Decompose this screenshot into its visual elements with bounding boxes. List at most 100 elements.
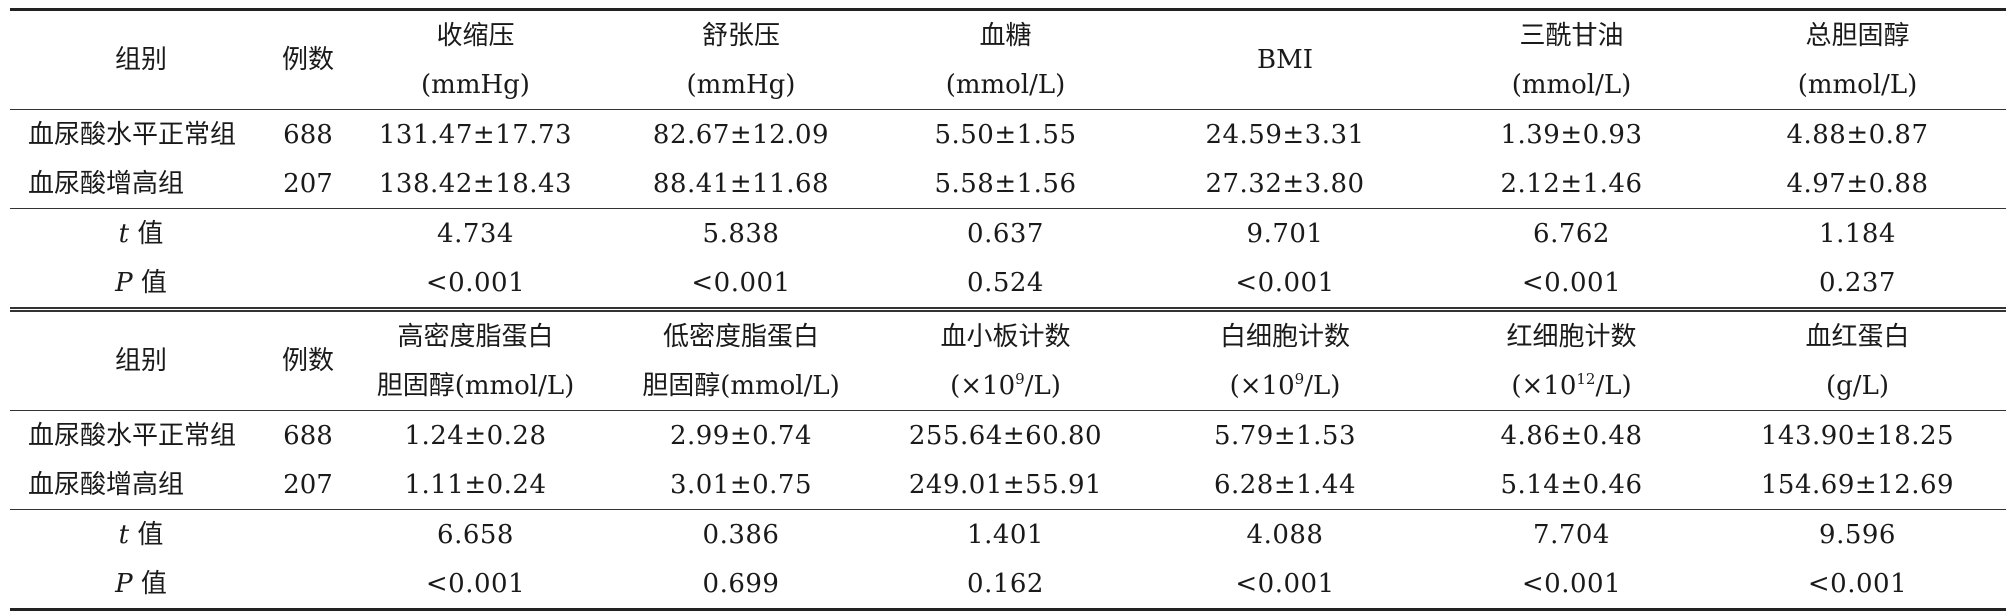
column-name: 舒张压 <box>607 8 875 60</box>
stat-value: 0.386 <box>607 509 875 559</box>
cell-value: 4.88±0.87 <box>1709 109 2006 159</box>
cell-value: 82.67±12.09 <box>607 109 875 159</box>
column-name: 总胆固醇 <box>1709 8 2006 60</box>
row-group: 血尿酸增高组 <box>28 469 185 500</box>
stat-value: 0.699 <box>607 559 875 611</box>
header-row-2a: 组别 例数 高密度脂蛋白 低密度脂蛋白 血小板计数 白细胞计数 红细胞计数 血红… <box>10 307 2006 411</box>
stat-value: 5.838 <box>607 208 875 258</box>
unit-prefix: (×10 <box>1229 370 1295 401</box>
stat-value: <0.001 <box>1521 267 1622 298</box>
unit-exponent: 12 <box>1576 369 1596 388</box>
cell-value: 88.41±11.68 <box>652 168 830 199</box>
cell-value: 1.11±0.24 <box>404 469 547 500</box>
unit-suffix: /L) <box>1304 370 1341 401</box>
cell-value: 5.58±1.56 <box>934 168 1077 199</box>
stat-value: 9.701 <box>1136 208 1434 258</box>
stat-row-t: t 值 4.734 5.838 0.637 9.701 6.762 1.184 <box>10 208 2006 258</box>
header-row-2b: 胆固醇(mmol/L) 胆固醇(mmol/L) (×109/L) (×109/L… <box>10 361 2006 411</box>
unit-suffix: /L) <box>1595 370 1632 401</box>
stat-suffix: 值 <box>129 519 164 550</box>
stat-value: <0.001 <box>1434 559 1709 611</box>
cell-value: 6.28±1.44 <box>1213 469 1357 500</box>
stat-value: <0.001 <box>344 559 607 611</box>
unit-exponent: 9 <box>1015 369 1025 388</box>
stat-value: 1.184 <box>1709 208 2006 258</box>
cell-value: 143.90±18.25 <box>1709 410 2006 460</box>
cell-value: 5.79±1.53 <box>1136 410 1434 460</box>
column-name: 高密度脂蛋白 <box>344 307 607 361</box>
unit-exponent: 9 <box>1294 369 1305 388</box>
stat-value: 4.734 <box>344 208 607 258</box>
cell-value: 131.47±17.73 <box>344 109 607 159</box>
stat-suffix: 值 <box>129 218 164 249</box>
unit-suffix: /L) <box>1024 370 1061 401</box>
column-name: 低密度脂蛋白 <box>607 307 875 361</box>
count-header: 例数 <box>272 8 344 110</box>
header-row-1b: (mmHg) (mmHg) (mmol/L) (mmol/L) (mmol/L) <box>10 60 2006 110</box>
stat-value: 0.237 <box>1819 267 1896 298</box>
column-unit: (×109/L) <box>1136 361 1434 411</box>
cell-value: 154.69±12.69 <box>1760 469 1955 500</box>
stat-symbol: P <box>115 267 133 298</box>
cell-value: 5.14±0.46 <box>1500 469 1643 500</box>
stat-value: <0.001 <box>425 267 526 298</box>
stat-value: 6.658 <box>344 509 607 559</box>
column-name: 血糖 <box>875 8 1136 60</box>
row-group: 血尿酸水平正常组 <box>10 109 272 159</box>
cell-value: 4.86±0.48 <box>1434 410 1709 460</box>
table-row: 血尿酸水平正常组 688 1.24±0.28 2.99±0.74 255.64±… <box>10 410 2006 460</box>
stat-label: t 值 <box>10 509 272 559</box>
stat-row-t: t 值 6.658 0.386 1.401 4.088 7.704 9.596 <box>10 509 2006 559</box>
row-count: 688 <box>272 410 344 460</box>
stat-value: <0.001 <box>691 267 791 298</box>
stat-value: 6.762 <box>1434 208 1709 258</box>
stat-suffix: 值 <box>132 267 167 298</box>
cell-value: 2.12±1.46 <box>1500 168 1643 199</box>
cell-value: 5.50±1.55 <box>875 109 1136 159</box>
comparison-table: 组别 例数 收缩压 舒张压 血糖 BMI 三酰甘油 总胆固醇 (mmHg) (m… <box>10 8 2006 611</box>
column-unit: (×1012/L) <box>1434 361 1709 411</box>
unit-prefix: (×10 <box>1511 370 1577 401</box>
header-row-1a: 组别 例数 收缩压 舒张压 血糖 BMI 三酰甘油 总胆固醇 <box>10 8 2006 110</box>
empty-cell <box>272 208 344 258</box>
column-unit: (mmol/L) <box>1511 69 1632 100</box>
row-group: 血尿酸水平正常组 <box>10 410 272 460</box>
column-unit: (mmol/L) <box>1797 69 1918 100</box>
column-name: 血红蛋白 <box>1709 307 2006 361</box>
cell-value: 27.32±3.80 <box>1205 168 1365 199</box>
cell-value: 3.01±0.75 <box>669 469 813 500</box>
cell-value: 1.24±0.28 <box>344 410 607 460</box>
column-name: 红细胞计数 <box>1434 307 1709 361</box>
column-name: 白细胞计数 <box>1136 307 1434 361</box>
column-unit: (g/L) <box>1826 370 1889 401</box>
stat-suffix: 值 <box>132 568 167 599</box>
group-header: 组别 <box>10 307 272 411</box>
column-name: 血小板计数 <box>875 307 1136 361</box>
cell-value: 4.97±0.88 <box>1786 168 1929 199</box>
column-unit: (×109/L) <box>875 361 1136 411</box>
stat-value: 9.596 <box>1709 509 2006 559</box>
stat-value: 0.162 <box>875 559 1136 611</box>
stat-label: t 值 <box>10 208 272 258</box>
cell-value: 255.64±60.80 <box>875 410 1136 460</box>
empty-cell <box>272 258 344 310</box>
stat-value: 4.088 <box>1136 509 1434 559</box>
cell-value: 249.01±55.91 <box>908 469 1103 500</box>
stat-label: P 值 <box>10 559 272 611</box>
column-unit: (mmol/L) <box>945 69 1066 100</box>
row-count: 207 <box>283 469 333 500</box>
stat-value: 7.704 <box>1434 509 1709 559</box>
column-unit: (mmHg) <box>421 69 530 100</box>
cell-value: 24.59±3.31 <box>1136 109 1434 159</box>
column-unit: 胆固醇(mmol/L) <box>376 370 575 401</box>
table-row: 血尿酸水平正常组 688 131.47±17.73 82.67±12.09 5.… <box>10 109 2006 159</box>
row-count: 207 <box>283 168 333 199</box>
stat-value: 0.524 <box>967 267 1044 298</box>
group-header: 组别 <box>10 8 272 110</box>
column-name: 三酰甘油 <box>1434 8 1709 60</box>
table-row: 血尿酸增高组 207 138.42±18.43 88.41±11.68 5.58… <box>10 159 2006 209</box>
unit-prefix: (×10 <box>950 370 1016 401</box>
row-count: 688 <box>272 109 344 159</box>
cell-value: 138.42±18.43 <box>378 168 573 199</box>
